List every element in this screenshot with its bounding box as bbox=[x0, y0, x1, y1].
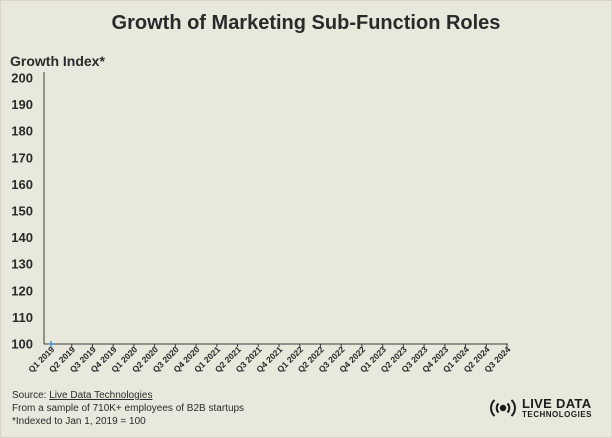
y-tick-label: 180 bbox=[11, 124, 33, 139]
y-tick-label: 140 bbox=[11, 230, 33, 245]
y-tick-label: 170 bbox=[11, 150, 33, 165]
source-line: Source: Live Data Technologies bbox=[12, 389, 244, 402]
data-point bbox=[48, 341, 54, 347]
logo-text-primary: LIVE DATA bbox=[522, 396, 592, 411]
y-tick-label: 110 bbox=[12, 310, 33, 325]
y-tick-label: 160 bbox=[11, 177, 33, 192]
chart-footer: Source: Live Data Technologies From a sa… bbox=[12, 389, 244, 428]
data-series bbox=[48, 341, 54, 347]
source-prefix: Source: bbox=[12, 390, 50, 401]
y-tick-label: 130 bbox=[11, 257, 33, 272]
y-axis-title: Growth Index* bbox=[10, 53, 105, 69]
company-logo: LIVE DATA TECHNOLOGIES bbox=[488, 397, 592, 419]
index-note: *Indexed to Jan 1, 2019 = 100 bbox=[12, 416, 146, 427]
chart-title: Growth of Marketing Sub-Function Roles bbox=[112, 12, 501, 34]
sample-note: From a sample of 710K+ employees of B2B … bbox=[12, 403, 245, 414]
y-tick-label: 150 bbox=[11, 204, 33, 219]
y-tick-label: 200 bbox=[11, 71, 33, 86]
source-link[interactable]: Live Data Technologies bbox=[49, 390, 153, 401]
broadcast-icon bbox=[490, 399, 516, 417]
y-tick-label: 120 bbox=[11, 283, 33, 298]
y-tick-label: 100 bbox=[11, 337, 33, 352]
logo-text-secondary: TECHNOLOGIES bbox=[522, 410, 593, 419]
y-tick-label: 190 bbox=[11, 97, 33, 112]
y-axis-ticks: 200 190 180 170 160 150 140 130 120 110 100 bbox=[11, 71, 33, 352]
